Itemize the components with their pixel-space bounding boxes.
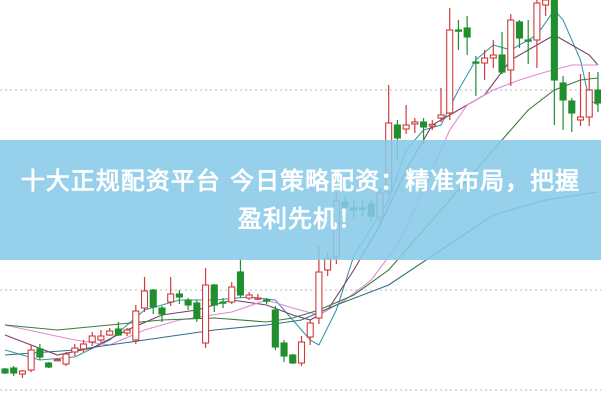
banner-title-line1: 十大正规配资平台 今日策略配资：精准布局，把握 xyxy=(20,167,581,195)
candle-up xyxy=(542,0,550,6)
candle-down xyxy=(568,100,576,114)
candle-up xyxy=(106,330,114,336)
candle-down xyxy=(472,61,480,64)
moving-average-line xyxy=(4,34,599,356)
candle-up xyxy=(306,322,314,338)
candle-down xyxy=(550,0,558,81)
candle-down xyxy=(45,362,53,368)
candle-down xyxy=(263,299,271,302)
candle-down xyxy=(420,121,428,128)
banner-title-line2: 盈利先机！ xyxy=(238,205,363,233)
candle-up xyxy=(228,286,236,303)
title-banner: 十大正规配资平台 今日策略配资：精准布局，把握 盈利先机！ xyxy=(0,140,601,260)
candle-up xyxy=(489,54,497,59)
candle-up xyxy=(428,123,436,127)
candle-down xyxy=(36,348,44,358)
candle-up xyxy=(79,343,88,350)
candle-down xyxy=(193,302,201,319)
candle-down xyxy=(524,39,532,42)
candle-down xyxy=(393,124,401,139)
candle-up xyxy=(140,290,149,309)
candle-down xyxy=(114,328,122,336)
candle-up xyxy=(533,2,541,41)
candle-up xyxy=(576,116,585,121)
candle-down xyxy=(149,289,157,308)
candle-down xyxy=(219,301,227,304)
candle-down xyxy=(463,27,471,38)
candle-up xyxy=(446,29,454,114)
candle-up xyxy=(402,124,410,130)
candle-up xyxy=(245,294,253,299)
candle-down xyxy=(10,367,18,374)
candle-down xyxy=(515,21,524,39)
candle-up xyxy=(254,297,262,300)
candle-up xyxy=(167,293,175,303)
candle-up xyxy=(18,370,26,375)
candle-down xyxy=(280,342,288,357)
candle-up xyxy=(132,310,140,341)
candle-down xyxy=(158,307,166,315)
candle-up xyxy=(315,271,323,319)
candle-down xyxy=(271,309,279,348)
candle-down xyxy=(1,368,9,374)
moving-average-line xyxy=(4,64,598,346)
candle-up xyxy=(62,353,70,365)
candle-down xyxy=(454,29,462,32)
candle-down xyxy=(289,354,297,364)
candle-up xyxy=(97,335,105,341)
candle-up xyxy=(123,329,131,334)
candle-up xyxy=(297,341,306,364)
candle-down xyxy=(498,54,506,73)
candle-down xyxy=(175,293,183,298)
candle-up xyxy=(27,349,35,371)
candle-up xyxy=(411,121,419,125)
candle-up xyxy=(437,114,445,119)
candle-down xyxy=(184,299,192,306)
candle-down xyxy=(236,271,244,296)
candle-down xyxy=(559,82,567,101)
candle-up xyxy=(507,19,515,71)
candle-up xyxy=(53,359,61,362)
candle-up xyxy=(71,347,79,353)
candle-up xyxy=(202,284,210,344)
candle-down xyxy=(210,284,218,306)
moving-average-line xyxy=(4,77,599,331)
candle-up xyxy=(481,57,489,64)
candle-up xyxy=(88,335,96,343)
candle-down xyxy=(594,89,601,104)
candle-up xyxy=(585,89,593,118)
